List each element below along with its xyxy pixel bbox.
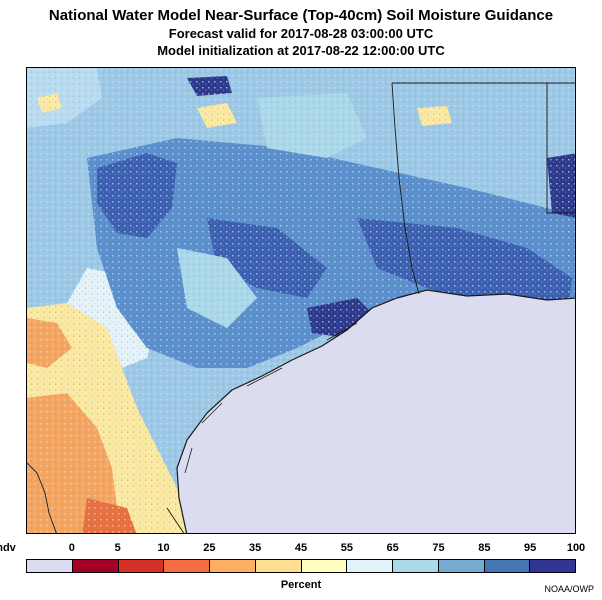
map-title: National Water Model Near-Surface (Top-4… bbox=[48, 7, 554, 24]
state-boundary-sabine bbox=[391, 82, 420, 295]
legend-swatch bbox=[27, 560, 73, 572]
legend-label: 25 bbox=[203, 542, 216, 554]
legend-swatch bbox=[164, 560, 210, 572]
barrier-islands bbox=[184, 322, 358, 474]
border-rio-grande-lower bbox=[166, 507, 185, 533]
legend-swatch bbox=[484, 560, 531, 572]
map-canvas bbox=[27, 68, 575, 533]
credit-text: NOAA/OWP bbox=[544, 584, 594, 594]
legend-label: 35 bbox=[249, 542, 262, 554]
state-boundary-ms bbox=[546, 83, 575, 214]
legend-swatch bbox=[530, 560, 575, 572]
legend-label: 0 bbox=[68, 542, 75, 554]
legend-swatch bbox=[255, 560, 302, 572]
model-init-line: Model initialization at 2017-08-22 12:00… bbox=[157, 43, 445, 58]
legend-swatch bbox=[438, 560, 485, 572]
legend-label: 55 bbox=[340, 542, 353, 554]
legend-label: 85 bbox=[478, 542, 491, 554]
legend-labels: ndv 0 5 10 25 35 45 55 65 75 85 95 100 bbox=[0, 542, 602, 556]
legend-title: Percent bbox=[280, 579, 322, 591]
title-block: National Water Model Near-Surface (Top-4… bbox=[0, 6, 602, 59]
legend-swatch bbox=[301, 560, 348, 572]
legend-label: 45 bbox=[294, 542, 308, 554]
forecast-valid-line: Forecast valid for 2017-08-28 03:00:00 U… bbox=[168, 26, 434, 41]
legend-swatch bbox=[118, 560, 165, 572]
legend-label: ndv bbox=[0, 542, 16, 554]
legend-label: 75 bbox=[432, 542, 445, 554]
legend-swatch bbox=[347, 560, 393, 572]
legend-label: 95 bbox=[524, 542, 537, 554]
coastline bbox=[176, 289, 575, 533]
legend-label: 10 bbox=[157, 542, 170, 554]
legend-swatch bbox=[210, 560, 256, 572]
legend-colorbar bbox=[26, 559, 576, 573]
gulf-of-mexico bbox=[177, 290, 575, 533]
soil-moisture-map bbox=[26, 67, 576, 534]
legend-swatch bbox=[72, 560, 119, 572]
border-rio-grande bbox=[27, 462, 57, 533]
legend-label: 5 bbox=[114, 542, 121, 554]
legend-swatch bbox=[393, 560, 439, 572]
legend-label: 100 bbox=[566, 542, 586, 554]
legend-label: 65 bbox=[386, 542, 399, 554]
